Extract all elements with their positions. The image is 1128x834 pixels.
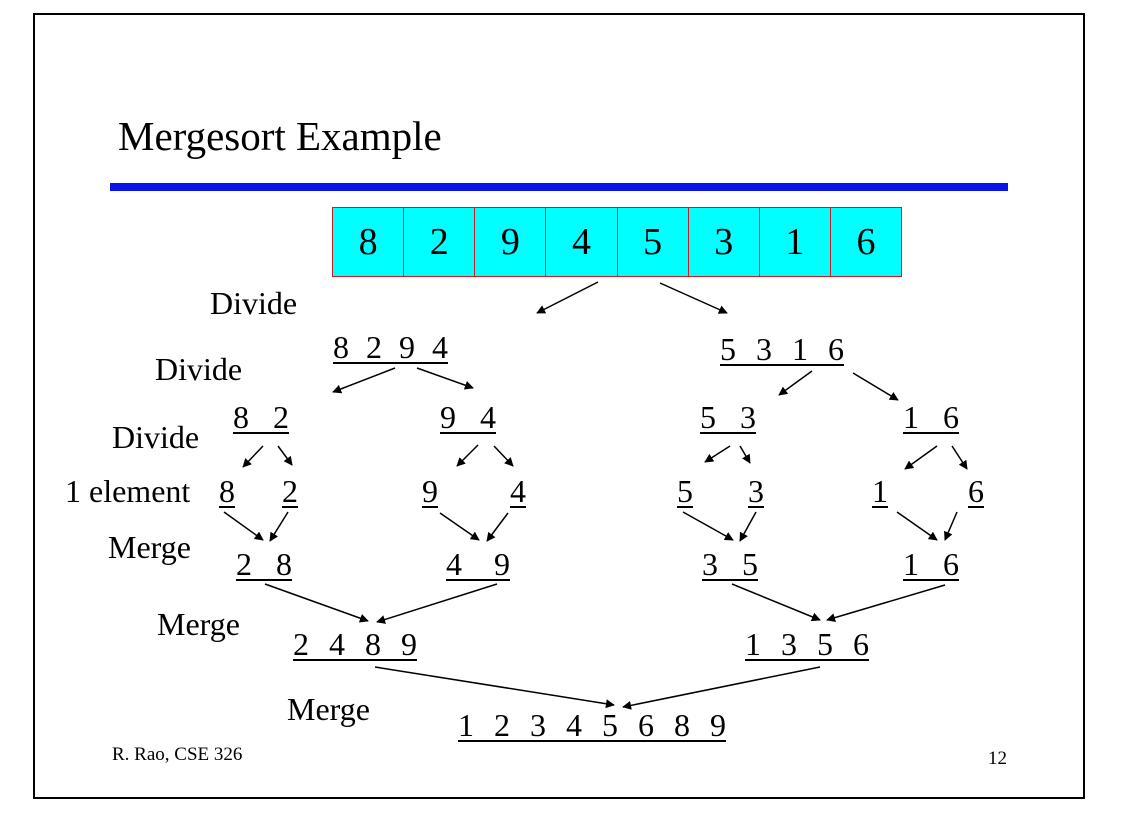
array-cell: 8: [333, 208, 405, 276]
subarray-right: 5 3 1 6: [720, 331, 844, 367]
array-cell: 6: [830, 208, 901, 276]
merge-label: Merge: [287, 691, 370, 727]
arrow: [374, 666, 615, 709]
slide-title: Mergesort Example: [118, 113, 442, 159]
subarray-pair: 5 3: [700, 399, 756, 435]
single-element: 8: [219, 473, 235, 509]
single-element: 3: [748, 473, 764, 509]
array-cell: 3: [688, 208, 760, 276]
divide-label: Divide: [112, 419, 200, 455]
merged-pair: 3 5: [702, 546, 758, 582]
merge-label: Merge: [108, 529, 191, 565]
single-element: 5: [677, 473, 693, 509]
arrow: [904, 445, 938, 470]
arrow: [536, 281, 599, 314]
subarray-pair: 9 4: [440, 399, 496, 435]
input-array: 8 2 9 4 5 3 1 6: [332, 207, 902, 277]
merged-pair: 4 9: [446, 546, 510, 582]
array-cell: 5: [617, 208, 689, 276]
arrow: [376, 583, 498, 624]
merged-pair: 1 6: [903, 546, 959, 582]
subarray-pair: 8 2: [233, 399, 289, 435]
arrow: [826, 584, 946, 623]
arrow: [242, 445, 264, 468]
arrow: [264, 583, 369, 623]
array-cell: 4: [546, 208, 618, 276]
title-underline-bar: [110, 183, 1008, 191]
slide-frame: [33, 13, 1085, 799]
array-cell: 1: [759, 208, 831, 276]
subarray-left: 8 2 9 4: [333, 329, 448, 365]
arrow: [416, 367, 474, 390]
arrow: [269, 511, 289, 542]
single-element: 6: [968, 473, 984, 509]
arrow: [223, 511, 264, 541]
array-cell: 9: [475, 208, 547, 276]
single-element: 1: [872, 473, 888, 509]
page-number: 12: [988, 748, 1007, 769]
footer-author: R. Rao, CSE 326: [112, 744, 243, 765]
arrow: [896, 511, 938, 541]
arrow: [493, 445, 514, 467]
single-element: 9: [422, 473, 438, 509]
arrow: [739, 445, 751, 464]
arrow: [731, 583, 821, 622]
divide-label: Divide: [210, 285, 298, 321]
sorted-result: 1 2 3 4 5 6 8 9: [458, 707, 726, 743]
arrow: [456, 444, 479, 467]
merge-label: Merge: [157, 606, 240, 642]
single-element: 4: [510, 473, 526, 509]
arrow: [277, 445, 293, 466]
arrow: [852, 372, 899, 401]
arrow: [739, 511, 757, 542]
arrow: [659, 282, 728, 314]
arrow: [951, 445, 968, 470]
arrow: [622, 666, 821, 710]
arrow: [332, 367, 396, 394]
divide-label: Divide: [155, 351, 243, 387]
arrow: [682, 511, 734, 541]
arrow: [439, 512, 480, 541]
arrow: [704, 445, 731, 463]
array-cell: 2: [404, 208, 476, 276]
merged-quad: 2 4 8 9: [293, 626, 417, 662]
arrow: [944, 511, 958, 541]
merged-pair: 2 8: [236, 546, 292, 582]
merged-quad: 1 3 5 6: [745, 626, 869, 662]
subarray-pair: 1 6: [903, 399, 959, 435]
single-element: 2: [282, 473, 298, 509]
one-element-label: 1 element: [65, 473, 191, 509]
arrow: [778, 370, 813, 396]
arrow: [486, 512, 509, 542]
